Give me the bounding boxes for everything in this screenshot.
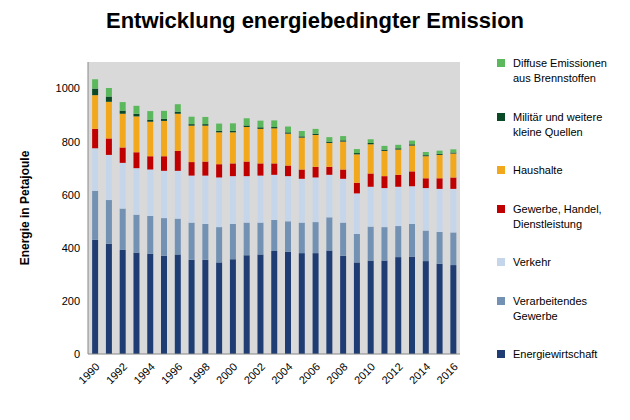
html-text:Verarbeitendes Gewerbe: Verarbeitendes Gewerbe bbox=[513, 294, 587, 322]
html-text:Militär und weitere kleine Que: Militär und weitere kleine Quellen bbox=[513, 110, 603, 138]
svg-text:1998: 1998 bbox=[186, 360, 212, 386]
svg-text:2014: 2014 bbox=[407, 360, 433, 386]
svg-text:2010: 2010 bbox=[352, 360, 378, 386]
svg-text:1992: 1992 bbox=[104, 360, 130, 386]
svg-text:2004: 2004 bbox=[269, 360, 295, 386]
svg-text:2012: 2012 bbox=[379, 360, 405, 386]
html-text:Haushalte: Haushalte bbox=[513, 164, 563, 176]
html-text:Energiewirtschaft: Energiewirtschaft bbox=[513, 348, 598, 360]
svg-text:2008: 2008 bbox=[324, 360, 350, 386]
svg-text:2006: 2006 bbox=[296, 360, 322, 386]
svg-text:400: 400 bbox=[62, 242, 80, 254]
html-text:Entwicklung energiebedingter E: Entwicklung energiebedingter Emission bbox=[106, 8, 524, 33]
svg-text:200: 200 bbox=[62, 295, 80, 307]
svg-text:1996: 1996 bbox=[159, 360, 185, 386]
svg-text:1990: 1990 bbox=[76, 360, 102, 386]
svg-text:800: 800 bbox=[62, 136, 80, 148]
html-text:Gewerbe, Handel, Dienstleistun: Gewerbe, Handel, Dienstleistung bbox=[513, 202, 602, 230]
svg-text:2002: 2002 bbox=[241, 360, 267, 386]
svg-text:0: 0 bbox=[74, 348, 80, 360]
svg-text:600: 600 bbox=[62, 189, 80, 201]
svg-text:2000: 2000 bbox=[214, 360, 240, 386]
svg-text:1000: 1000 bbox=[56, 82, 80, 94]
html-text:Energie in Petajoule: Energie in Petajoule bbox=[18, 150, 32, 266]
html-text:Diffuse Emissionen aus Brennst: Diffuse Emissionen aus Brennstoffen bbox=[513, 57, 607, 84]
svg-text:2016: 2016 bbox=[434, 360, 460, 386]
svg-text:1994: 1994 bbox=[131, 360, 157, 386]
html-text:Verkehr: Verkehr bbox=[513, 256, 551, 268]
